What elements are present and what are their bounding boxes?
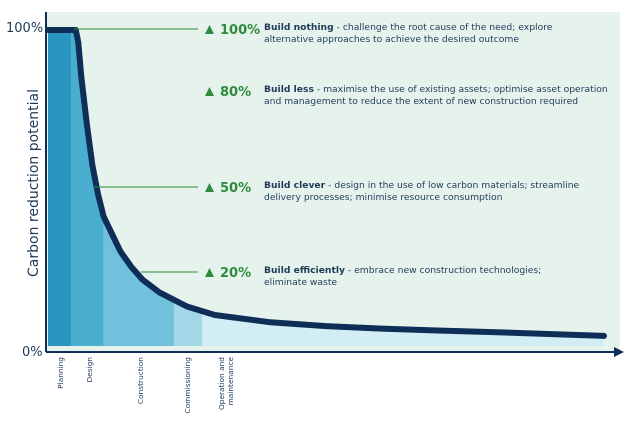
phase-band-2 <box>103 216 175 346</box>
level-description-line2-0: alternative approaches to achieve the de… <box>264 34 519 45</box>
level-value-0: 100% <box>220 23 260 38</box>
phase-bands <box>48 30 604 346</box>
level-value-2: 50% <box>220 181 251 196</box>
phase-band-1 <box>71 30 104 346</box>
phase-label-3: Commissioning <box>183 357 192 414</box>
y-axis-title: Carbon reduction potential <box>26 89 42 277</box>
level-description-line2-3: eliminate waste <box>264 277 337 288</box>
level-description-line2-1: and management to reduce the extent of n… <box>264 96 578 107</box>
level-description-0: Build nothing - challenge the root cause… <box>264 22 553 33</box>
up-triangle-icon <box>205 183 214 192</box>
level-description-1: Build less - maximise the use of existin… <box>264 84 608 95</box>
up-triangle-icon <box>205 268 214 277</box>
phase-band-4 <box>202 311 604 346</box>
level-annotations: 100% Build nothing - challenge the root c… <box>205 22 608 288</box>
phase-label-0: Planning <box>56 357 65 389</box>
phase-band-0 <box>48 30 72 346</box>
level-title: Build nothing <box>264 22 334 33</box>
phase-label-2: Construction <box>136 357 145 404</box>
x-axis-arrow <box>614 347 624 357</box>
level-value-1: 80% <box>220 85 251 100</box>
leader-lines <box>74 28 198 273</box>
level-description-2: Build clever - design in the use of low … <box>264 180 580 191</box>
up-triangle-icon <box>205 87 214 96</box>
level-value-3: 20% <box>220 266 251 281</box>
up-triangle-icon <box>205 25 214 34</box>
carbon-curve <box>45 27 607 339</box>
y-tick-100: 100% <box>6 21 43 36</box>
phase-label-4: Operation andmaintenance <box>217 357 235 410</box>
level-title: Build efficiently <box>264 265 345 276</box>
level-description-3: Build efficiently - embrace new construc… <box>264 265 541 276</box>
phase-labels: Planning Design Construction Commissioning O… <box>56 357 235 414</box>
y-tick-0: 0% <box>22 345 43 360</box>
phase-label-1: Design <box>85 357 94 383</box>
level-description-line2-2: delivery processes; minimise resource co… <box>264 192 503 203</box>
level-title: Build less <box>264 84 314 95</box>
level-title: Build clever <box>264 180 326 191</box>
